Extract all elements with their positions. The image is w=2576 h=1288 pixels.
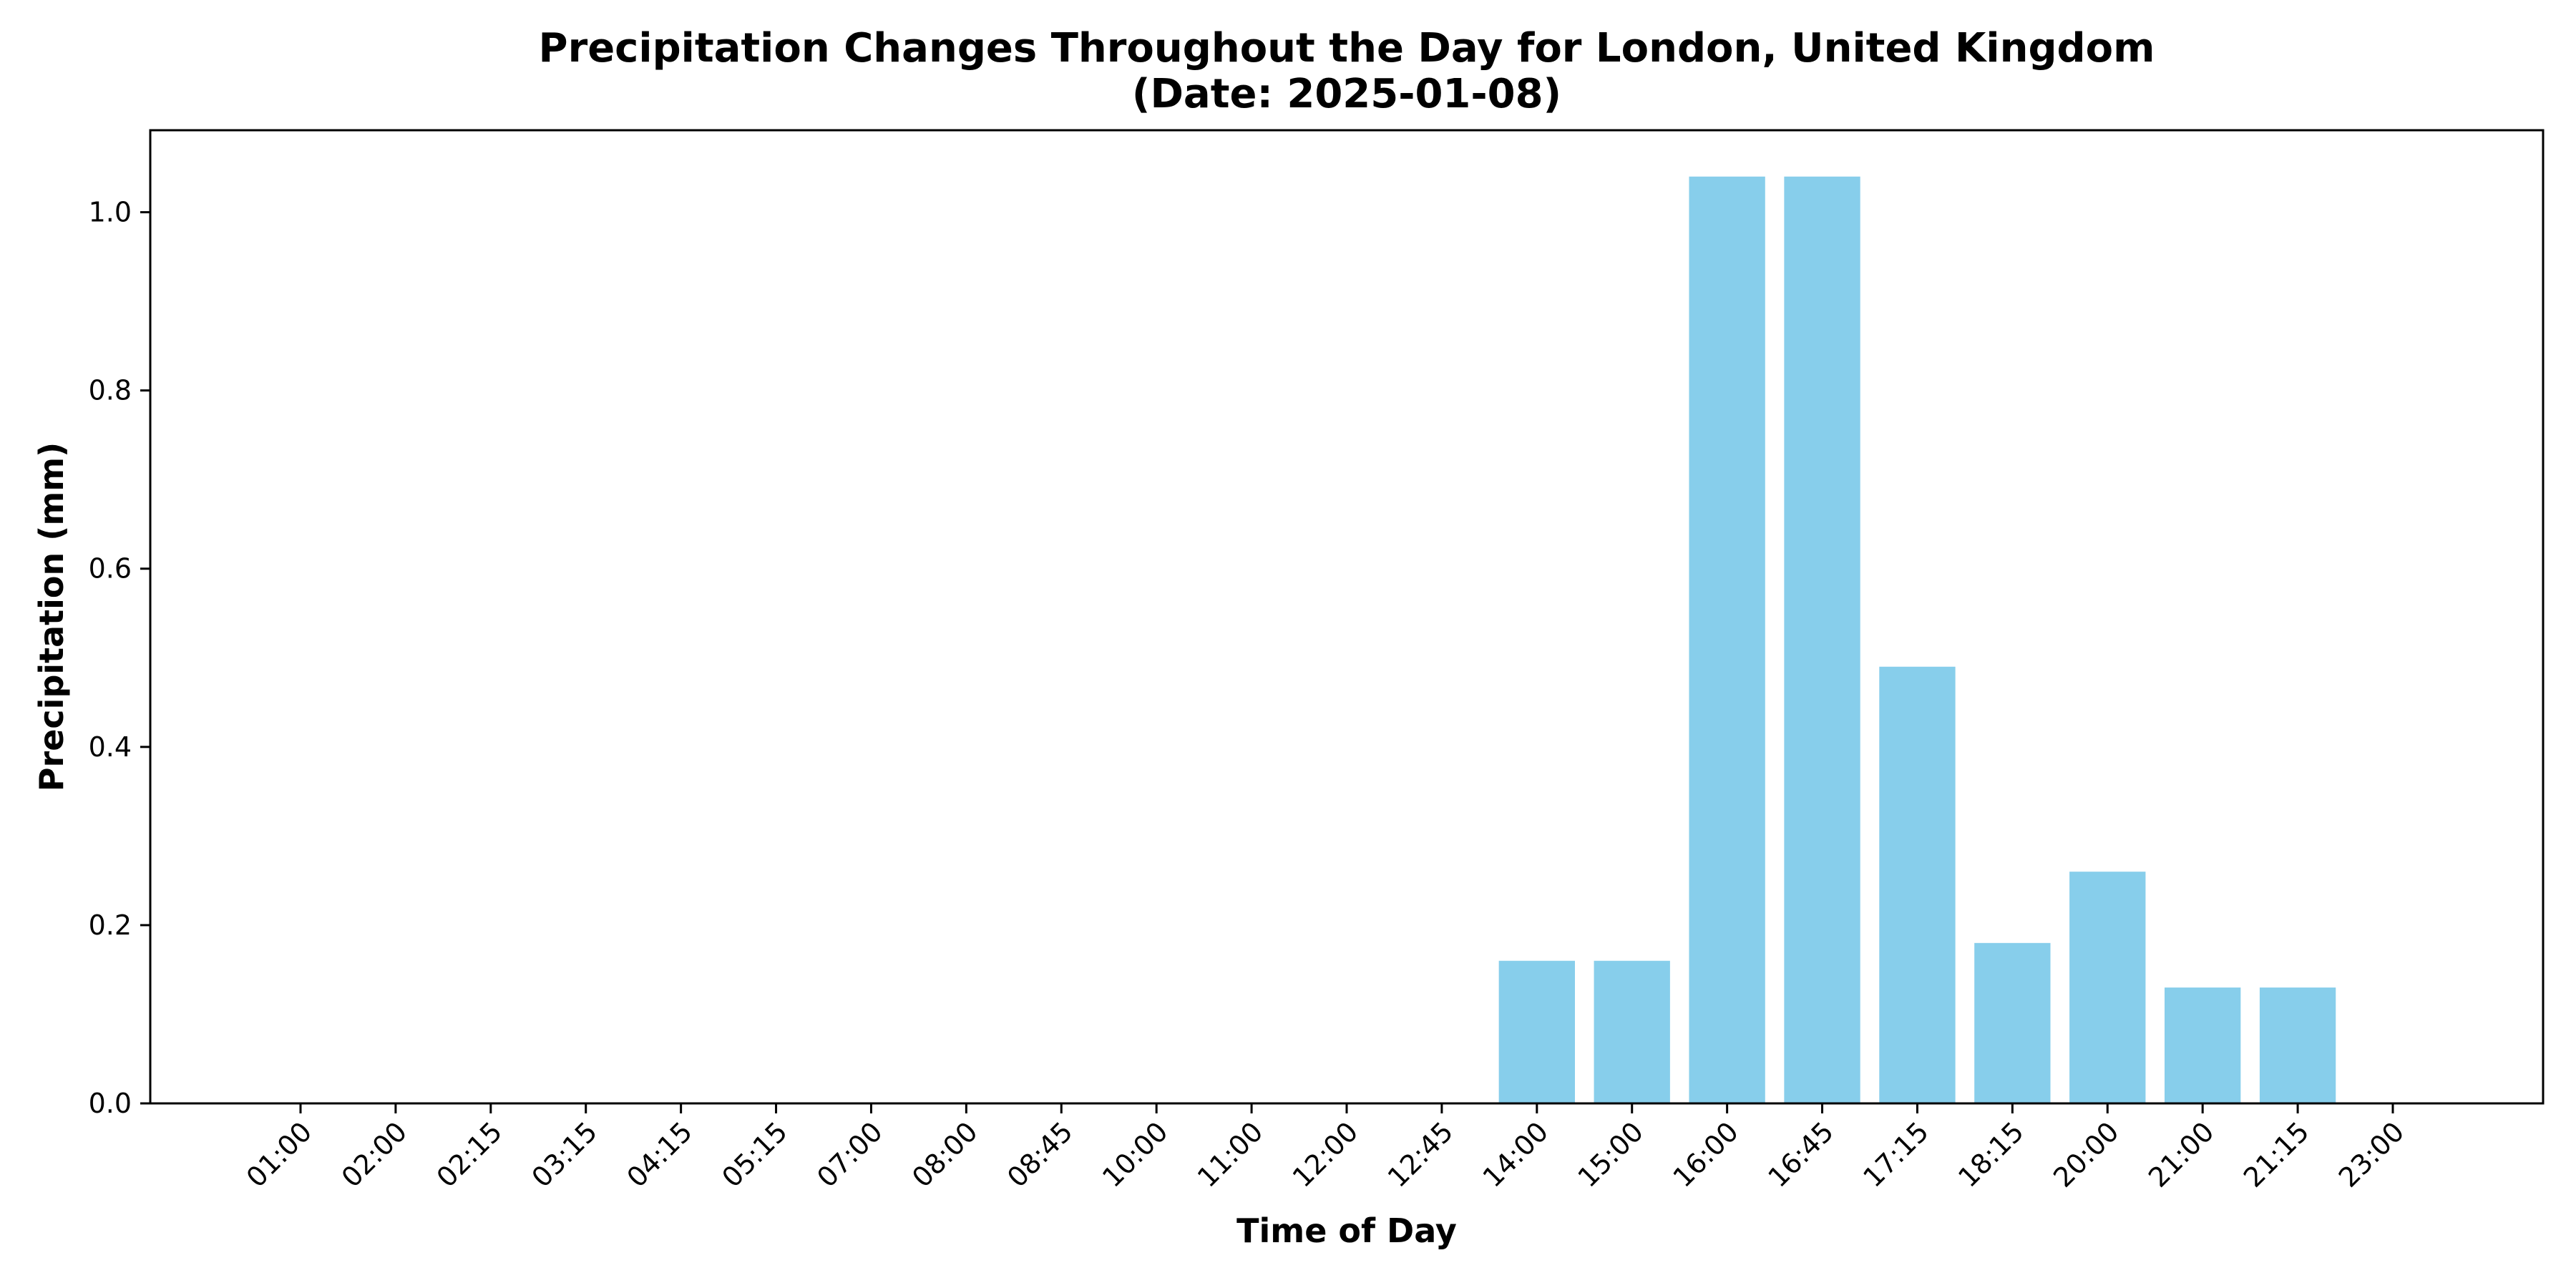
bar-1645 [1784, 176, 1860, 1103]
x-tick-label: 18:15 [1952, 1116, 2030, 1194]
x-axis-label: Time of Day [1236, 1211, 1457, 1250]
y-axis-ticks: 0.0 0.2 0.4 0.6 0.8 1.0 [89, 197, 150, 1119]
x-axis-ticks: 01:00 02:00 02:15 03:15 04:15 05:15 07:00 08:00… [240, 1103, 2411, 1194]
x-tick-label: 02:15 [431, 1116, 509, 1194]
x-tick-label: 21:00 [2142, 1116, 2220, 1194]
x-tick-label: 23:00 [2333, 1116, 2411, 1194]
x-tick-label: 02:00 [336, 1116, 414, 1194]
y-tick-label: 0.2 [89, 909, 132, 941]
x-tick-label: 08:45 [1001, 1116, 1079, 1194]
x-tick-label: 11:00 [1191, 1116, 1269, 1194]
x-tick-label: 10:00 [1096, 1116, 1174, 1194]
bar-2100 [2165, 987, 2241, 1103]
x-tick-label: 05:15 [716, 1116, 794, 1194]
x-tick-label: 21:15 [2238, 1116, 2316, 1194]
y-tick-label: 0.4 [89, 731, 132, 763]
y-tick-label: 1.0 [89, 197, 132, 228]
x-tick-label: 17:15 [1857, 1116, 1935, 1194]
bar-1600 [1689, 176, 1765, 1103]
chart-title: Precipitation Changes Throughout the Day… [539, 25, 2155, 72]
y-tick-label: 0.0 [89, 1088, 132, 1119]
bars-layer [1498, 176, 2336, 1103]
plot-frame [149, 129, 2545, 1105]
x-tick-label: 16:00 [1667, 1116, 1745, 1194]
x-tick-label: 03:15 [526, 1116, 604, 1194]
bar-1400 [1498, 960, 1575, 1103]
x-tick-label: 15:00 [1572, 1116, 1650, 1194]
bar-1815 [1974, 942, 2051, 1103]
x-tick-label: 08:00 [906, 1116, 984, 1194]
y-tick-label: 0.6 [89, 553, 132, 585]
bar-1715 [1879, 666, 1956, 1103]
bar-1500 [1594, 960, 1670, 1103]
x-tick-label: 20:00 [2047, 1116, 2125, 1194]
x-tick-label: 01:00 [240, 1116, 318, 1194]
chart-subtitle: (Date: 2025-01-08) [1132, 71, 1561, 117]
x-tick-label: 14:00 [1477, 1116, 1555, 1194]
x-tick-label: 12:45 [1382, 1116, 1460, 1194]
y-tick-label: 0.8 [89, 375, 132, 406]
y-axis-label: Precipitation (mm) [32, 442, 71, 791]
x-tick-label: 07:00 [811, 1116, 889, 1194]
bar-2000 [2069, 872, 2146, 1103]
x-tick-label: 16:45 [1762, 1116, 1840, 1194]
x-tick-label: 04:15 [620, 1116, 698, 1194]
bar-2115 [2259, 987, 2336, 1103]
x-tick-label: 12:00 [1287, 1116, 1365, 1194]
